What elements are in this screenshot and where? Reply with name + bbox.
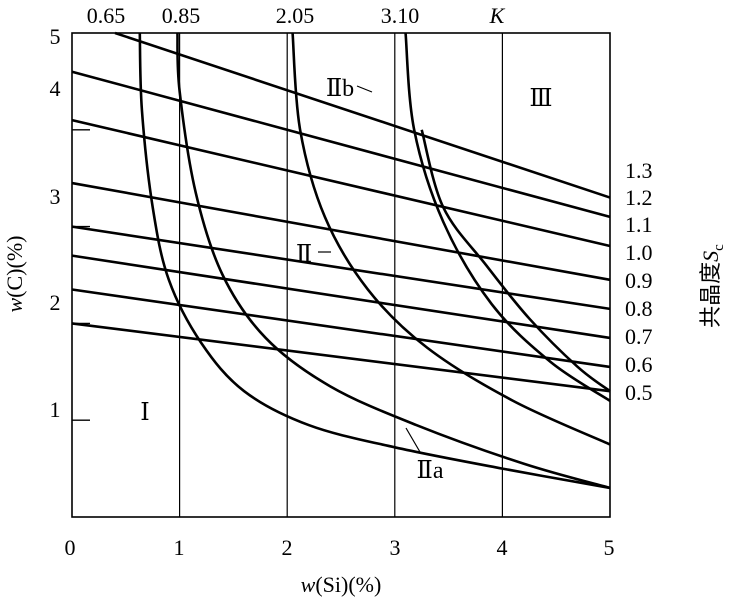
sc-line-1.1 [71, 118, 611, 248]
plot-area-frame [71, 32, 611, 518]
top-label-0.85: 0.85 [162, 3, 201, 28]
top-label-0.65: 0.65 [87, 3, 126, 28]
top-label-K: K [489, 3, 506, 28]
sc-line-1.2 [71, 70, 611, 219]
region-label-II: Ⅱ [296, 242, 312, 268]
y-tick-marks [72, 129, 90, 421]
sc-label: 1.2 [625, 185, 653, 210]
region-label-IIa: Ⅱa [417, 458, 444, 484]
sc-label: 1.1 [625, 212, 653, 237]
leader-lines [318, 85, 421, 453]
sc-label: 0.8 [625, 296, 653, 321]
sc-label: 0.6 [625, 352, 653, 377]
x-tick-label: 0 [65, 535, 76, 560]
sc-label: 1.3 [625, 158, 653, 183]
region-label-I: Ⅰ [140, 400, 149, 426]
sc-label: 0.5 [625, 380, 653, 405]
boundary-curve-3.10 [404, 32, 611, 402]
top-label-3.10: 3.10 [381, 3, 420, 28]
boundary-curve-K [420, 129, 611, 393]
sc-line-1.3 [114, 31, 611, 199]
sc-line-0.5 [72, 329, 610, 397]
sc-line-0.8 [71, 254, 611, 340]
x-tick-label: 4 [497, 535, 508, 560]
sc-label: 0.9 [625, 268, 653, 293]
x-tick-label: 1 [174, 535, 185, 560]
y-axis-title: w(C)(%) [2, 236, 27, 313]
sc-line-0.9 [71, 225, 611, 311]
boundary-curves [138, 32, 611, 490]
y-tick-label: 4 [50, 76, 61, 101]
region-label-IIb: Ⅱb [326, 76, 354, 102]
top-label-2.05: 2.05 [276, 3, 315, 28]
boundary-curve-2.05 [291, 32, 611, 446]
y-tick-label: 5 [50, 24, 61, 49]
leader-IIb [356, 85, 373, 93]
region-label-III: Ⅲ [529, 86, 552, 112]
y-tick-label: 2 [50, 290, 61, 315]
right-axis-title: 共晶度Sc [698, 244, 727, 328]
sc-line-0.7 [71, 288, 611, 369]
leader-IIa [405, 427, 421, 453]
x-tick-label: 5 [604, 535, 615, 560]
sc-line-0.6 [71, 322, 611, 393]
sc-lines [71, 31, 611, 397]
sc-label: 1.0 [625, 240, 653, 265]
sc-line-1.0 [71, 181, 611, 282]
y-tick-label: 1 [50, 397, 61, 422]
x-tick-label: 3 [390, 535, 401, 560]
y-tick-label: 3 [50, 184, 61, 209]
x-axis-title: w(Si)(%) [301, 572, 382, 597]
boundary-curve-0.65 [138, 32, 611, 490]
boundary-curve-0.85 [176, 32, 611, 490]
sc-label: 0.7 [625, 324, 653, 349]
vertical-gridlines [179, 33, 503, 517]
x-tick-label: 2 [282, 535, 293, 560]
